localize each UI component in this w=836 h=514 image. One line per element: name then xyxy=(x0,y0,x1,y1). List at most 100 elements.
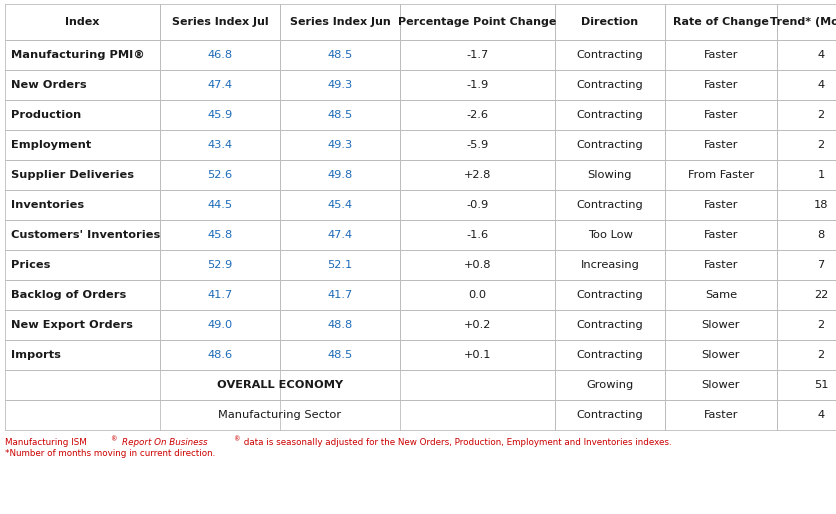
Text: ®: ® xyxy=(232,436,239,442)
Bar xyxy=(777,220,836,250)
Bar xyxy=(777,160,836,190)
Bar xyxy=(665,400,777,430)
Bar xyxy=(280,70,400,100)
Text: Contracting: Contracting xyxy=(577,200,644,210)
Text: Slower: Slower xyxy=(701,320,740,330)
Bar xyxy=(777,100,836,130)
Bar xyxy=(160,100,280,130)
Text: Faster: Faster xyxy=(704,140,738,150)
Text: *Number of months moving in current direction.: *Number of months moving in current dire… xyxy=(5,449,215,458)
Text: 52.9: 52.9 xyxy=(207,260,232,270)
Bar xyxy=(160,40,280,70)
Text: 48.5: 48.5 xyxy=(328,50,353,60)
Bar xyxy=(400,100,555,130)
Bar xyxy=(5,250,160,280)
Text: 52.1: 52.1 xyxy=(328,260,353,270)
Text: Series Index Jul: Series Index Jul xyxy=(171,17,268,27)
Bar xyxy=(665,250,777,280)
Bar xyxy=(280,100,400,130)
Text: 43.4: 43.4 xyxy=(207,140,232,150)
Text: 0.0: 0.0 xyxy=(468,290,487,300)
Text: Faster: Faster xyxy=(704,410,738,420)
Bar xyxy=(5,280,160,310)
Text: Direction: Direction xyxy=(581,17,639,27)
Text: 48.5: 48.5 xyxy=(328,110,353,120)
Text: Index: Index xyxy=(65,17,99,27)
Bar xyxy=(555,130,665,160)
Text: Trend* (Months): Trend* (Months) xyxy=(770,17,836,27)
Text: Increasing: Increasing xyxy=(580,260,640,270)
Text: 4: 4 xyxy=(818,80,824,90)
Bar xyxy=(5,100,160,130)
Bar xyxy=(555,40,665,70)
Bar xyxy=(400,310,555,340)
Text: Slowing: Slowing xyxy=(588,170,632,180)
Bar xyxy=(400,340,555,370)
Text: 4: 4 xyxy=(818,410,824,420)
Text: Contracting: Contracting xyxy=(577,410,644,420)
Bar xyxy=(160,310,280,340)
Text: 7: 7 xyxy=(818,260,824,270)
Text: Employment: Employment xyxy=(11,140,91,150)
Bar xyxy=(280,160,400,190)
Text: Faster: Faster xyxy=(704,50,738,60)
Text: 1: 1 xyxy=(818,170,824,180)
Text: 4: 4 xyxy=(818,50,824,60)
Bar xyxy=(400,220,555,250)
Text: 2: 2 xyxy=(818,110,824,120)
Bar xyxy=(555,370,665,400)
Bar xyxy=(160,280,280,310)
Bar xyxy=(280,190,400,220)
Text: Series Index Jun: Series Index Jun xyxy=(289,17,390,27)
Bar xyxy=(160,70,280,100)
Bar xyxy=(400,280,555,310)
Bar xyxy=(777,310,836,340)
Bar xyxy=(665,40,777,70)
Bar xyxy=(160,220,280,250)
Bar xyxy=(665,160,777,190)
Bar xyxy=(160,4,280,40)
Bar xyxy=(400,250,555,280)
Bar xyxy=(777,400,836,430)
Text: Contracting: Contracting xyxy=(577,80,644,90)
Text: 49.8: 49.8 xyxy=(328,170,353,180)
Bar xyxy=(777,4,836,40)
Bar xyxy=(5,400,555,430)
Bar xyxy=(555,310,665,340)
Bar xyxy=(777,250,836,280)
Text: 45.9: 45.9 xyxy=(207,110,232,120)
Text: Manufacturing Sector: Manufacturing Sector xyxy=(218,410,342,420)
Bar xyxy=(555,70,665,100)
Text: Report On Business: Report On Business xyxy=(122,438,208,447)
Text: +2.8: +2.8 xyxy=(464,170,492,180)
Text: Growing: Growing xyxy=(586,380,634,390)
Text: -1.7: -1.7 xyxy=(466,50,488,60)
Text: Contracting: Contracting xyxy=(577,350,644,360)
Text: 51: 51 xyxy=(813,380,828,390)
Text: From Faster: From Faster xyxy=(688,170,754,180)
Bar xyxy=(5,190,160,220)
Text: Production: Production xyxy=(11,110,81,120)
Bar xyxy=(555,280,665,310)
Text: 2: 2 xyxy=(818,320,824,330)
Text: 8: 8 xyxy=(818,230,824,240)
Bar xyxy=(777,280,836,310)
Bar xyxy=(400,190,555,220)
Bar xyxy=(160,340,280,370)
Bar xyxy=(665,340,777,370)
Bar xyxy=(5,160,160,190)
Text: Slower: Slower xyxy=(701,380,740,390)
Text: 2: 2 xyxy=(818,140,824,150)
Bar xyxy=(555,220,665,250)
Text: Faster: Faster xyxy=(704,110,738,120)
Text: 49.3: 49.3 xyxy=(328,80,353,90)
Bar xyxy=(280,130,400,160)
Bar xyxy=(777,130,836,160)
Bar xyxy=(400,160,555,190)
Text: -0.9: -0.9 xyxy=(466,200,488,210)
Bar xyxy=(400,4,555,40)
Bar xyxy=(777,370,836,400)
Text: data is seasonally adjusted for the New Orders, Production, Employment and Inven: data is seasonally adjusted for the New … xyxy=(241,438,672,447)
Bar xyxy=(777,190,836,220)
Bar xyxy=(665,310,777,340)
